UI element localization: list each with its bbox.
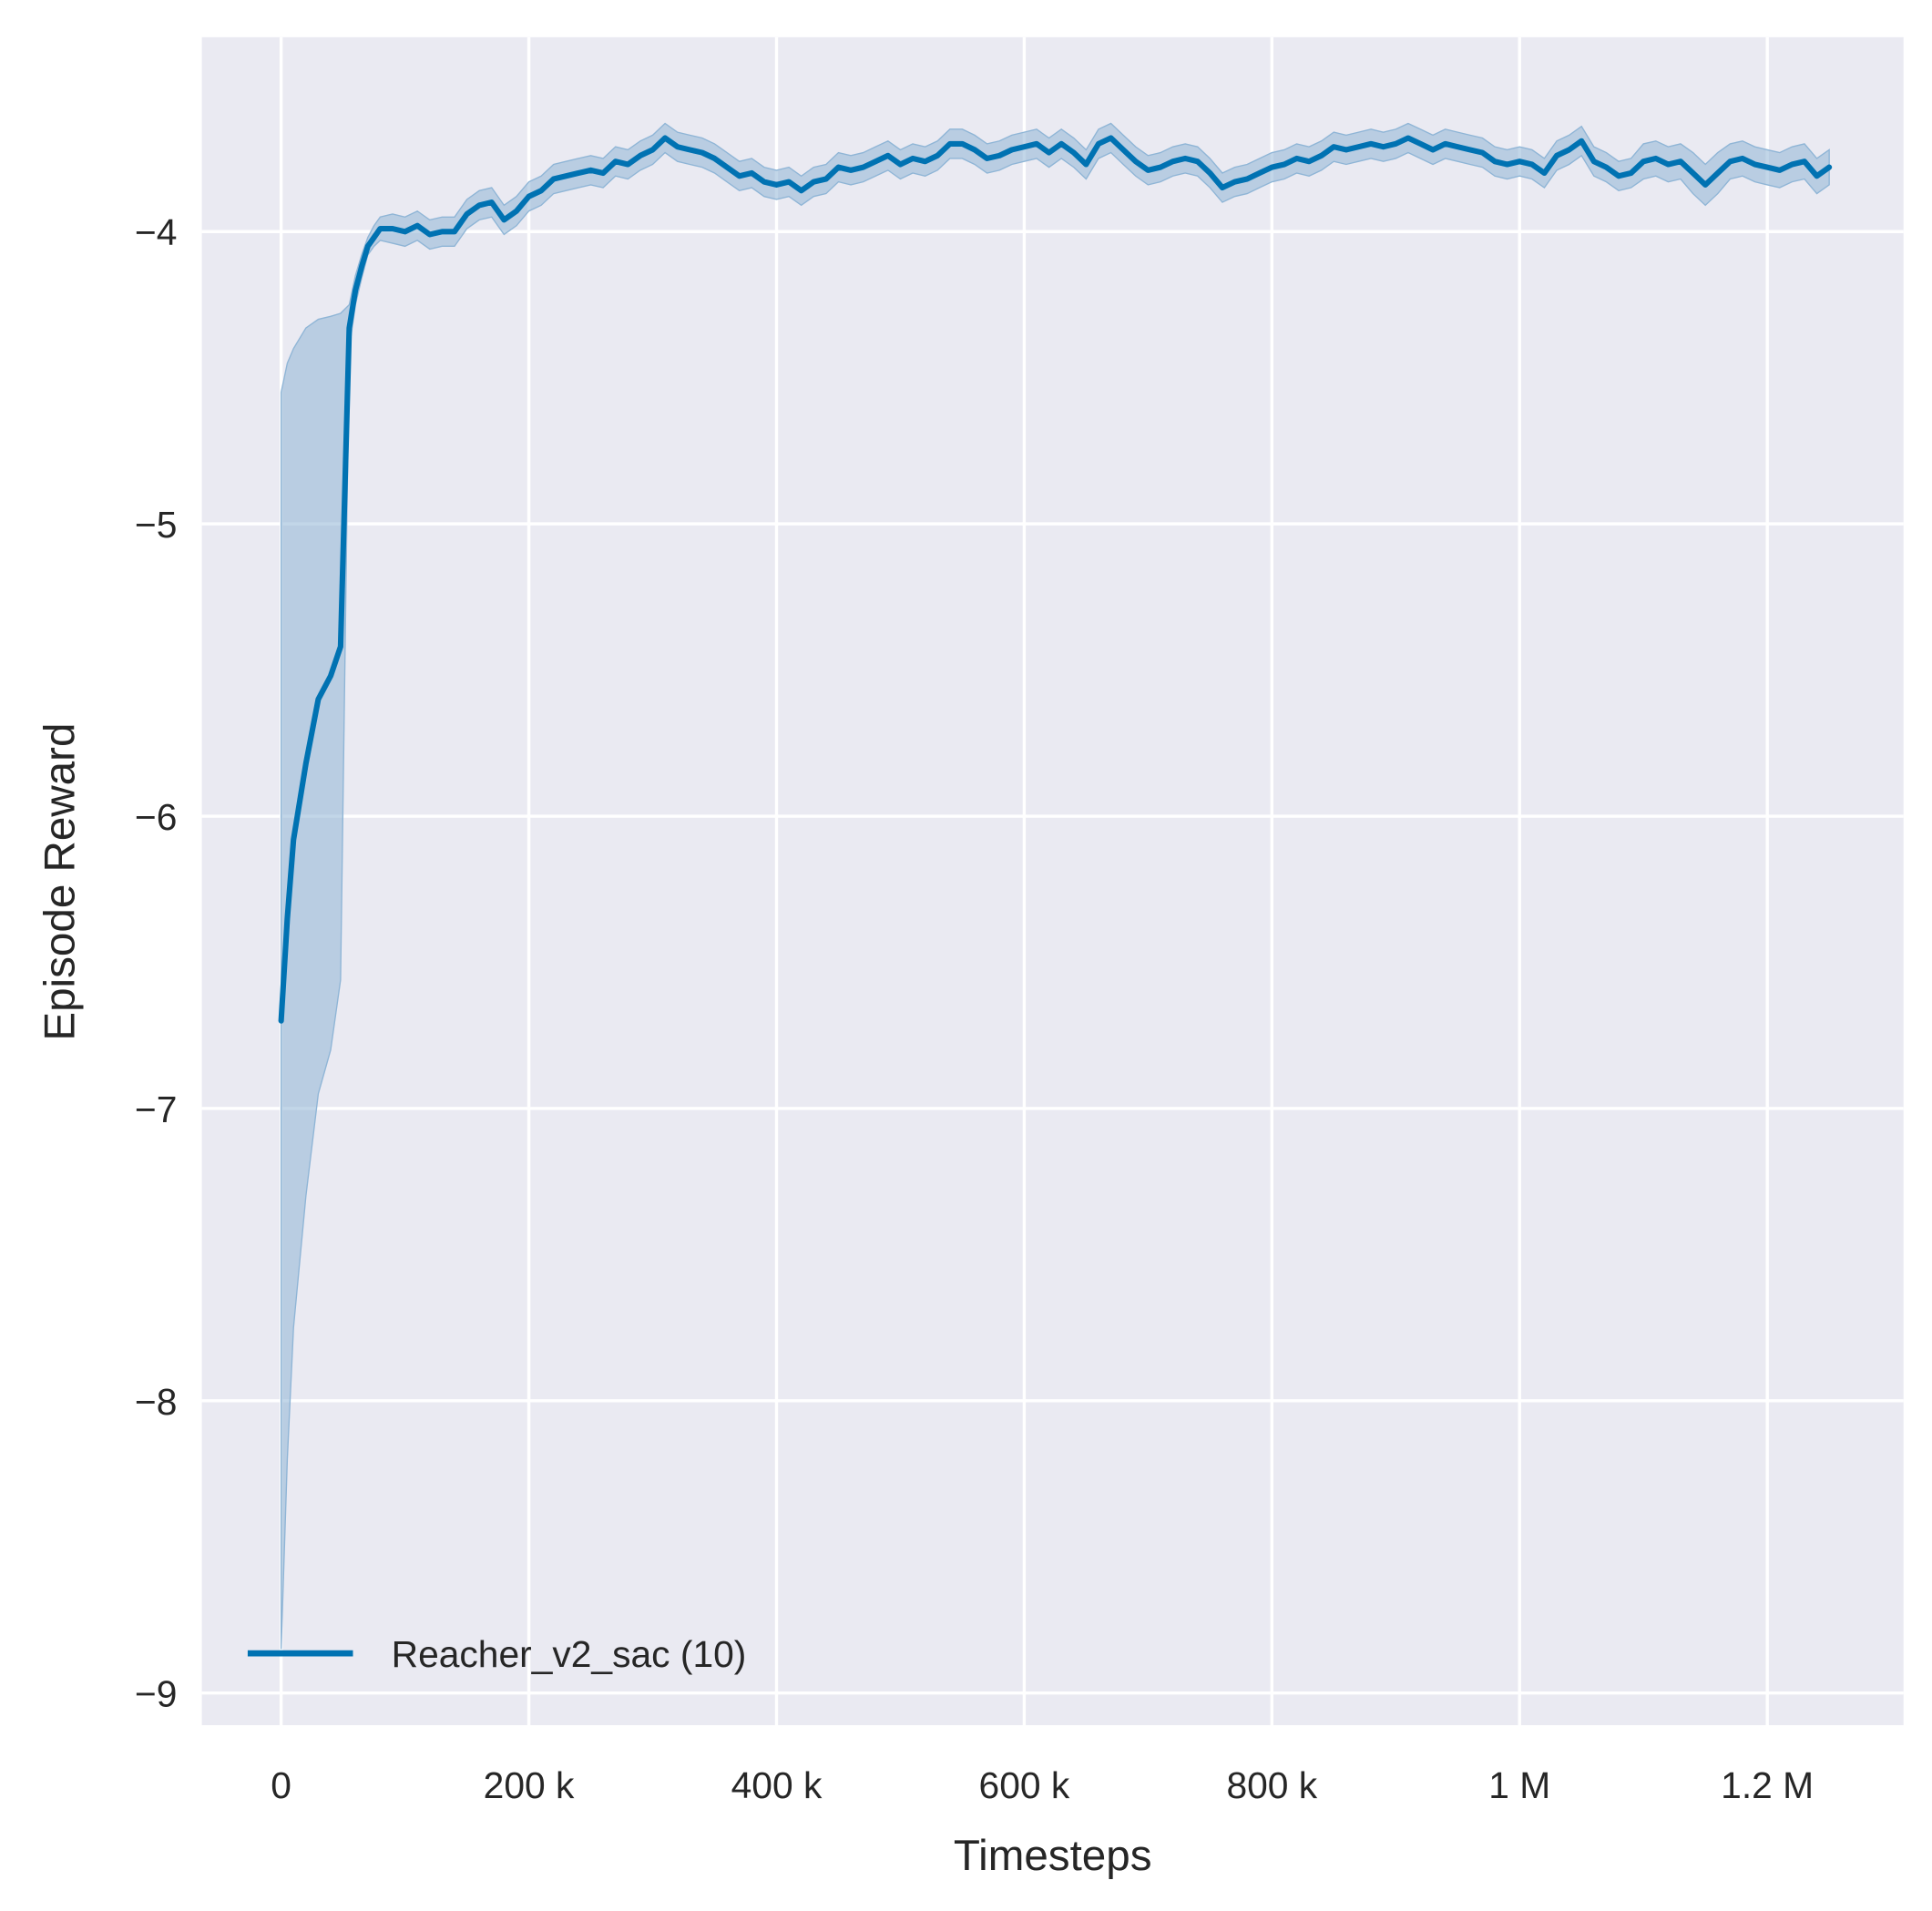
y-tick-label: −5 <box>135 504 177 546</box>
y-tick-label: −4 <box>135 211 177 253</box>
grid-lines <box>201 36 1904 1726</box>
x-tick-label: 1.2 M <box>1721 1764 1814 1806</box>
y-tick-label: −7 <box>135 1088 177 1130</box>
series-line-layer <box>278 135 1833 1024</box>
x-tick-label: 400 k <box>731 1764 823 1806</box>
confidence-band-layer <box>280 122 1830 1650</box>
x-tick-label: 0 <box>271 1764 291 1806</box>
legend: Reacher_v2_sac (10) <box>247 1633 747 1675</box>
y-tick-label: −6 <box>135 796 177 838</box>
y-tick-label: −8 <box>135 1381 177 1423</box>
y-axis-label: Episode Reward <box>36 723 85 1041</box>
x-axis-label: Timesteps <box>954 1832 1152 1880</box>
plot-area <box>201 36 1904 1726</box>
confidence-band <box>280 122 1830 1650</box>
y-tick-label: −9 <box>135 1673 177 1715</box>
x-tick-label: 200 k <box>484 1764 575 1806</box>
x-tick-label: 800 k <box>1226 1764 1317 1806</box>
legend-label: Reacher_v2_sac (10) <box>392 1633 747 1675</box>
x-tick-labels: 0 200 k 400 k 600 k 800 k 1 M 1.2 M <box>271 1764 1814 1806</box>
y-tick-labels: −4 −5 −6 −7 −8 −9 <box>135 211 177 1714</box>
x-tick-label: 600 k <box>979 1764 1070 1806</box>
series-line <box>278 135 1833 1024</box>
x-tick-label: 1 M <box>1488 1764 1550 1806</box>
